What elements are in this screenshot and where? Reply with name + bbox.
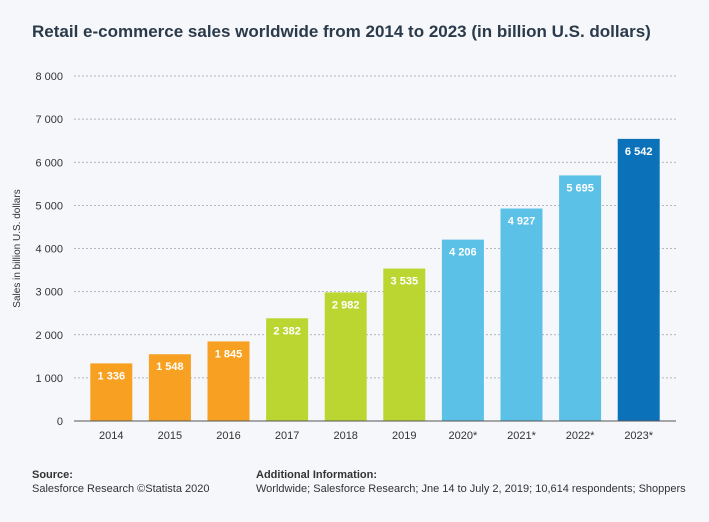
bar [207,341,250,421]
y-tick-label: 7 000 [35,114,63,126]
bar-value-label: 1 336 [98,370,126,382]
y-tick-label: 2 000 [35,330,63,342]
x-tick-label: 2016 [216,430,240,442]
bar [383,268,426,421]
bar-value-label: 2 982 [332,299,360,311]
bar [148,354,191,421]
bar-value-label: 6 542 [625,146,653,158]
additional-info-block: Additional Information: Worldwide; Sales… [256,468,686,496]
x-tick-label: 2023* [624,430,653,442]
x-tick-label: 2014 [99,430,123,442]
y-tick-label: 4 000 [35,244,63,256]
y-tick-label: 0 [57,416,63,428]
y-tick-label: 1 000 [35,373,63,385]
y-tick-label: 5 000 [35,200,63,212]
y-tick-label: 8 000 [35,71,63,83]
y-tick-label: 6 000 [35,157,63,169]
bar [90,363,133,421]
bar-chart: 0 1 000 2 000 3 000 4 000 5 000 6 000 7 000 8 00… [12,71,676,442]
y-axis-label: Sales in billion U.S. dollars [12,189,23,307]
x-tick-label: 2017 [275,430,299,442]
bar-value-label: 4 206 [449,247,477,259]
x-tick-label: 2021* [507,430,536,442]
source-block: Source: Salesforce Research ©Statista 20… [32,468,209,496]
x-tick-label: 2020* [449,430,478,442]
source-text: Salesforce Research ©Statista 2020 [32,483,210,495]
bar-value-label: 3 535 [391,276,419,288]
x-tick-label: 2022* [566,430,595,442]
bar-value-label: 2 382 [273,325,301,337]
bar [324,292,367,421]
bar [500,208,543,421]
x-tick-label: 2018 [333,430,357,442]
bar-value-label: 1 845 [215,348,243,360]
bar [441,239,484,421]
bar-value-label: 4 927 [508,216,536,228]
chart-title: Retail e-commerce sales worldwide from 2… [32,22,651,41]
x-tick-label: 2015 [158,430,182,442]
y-tick-label: 3 000 [35,287,63,299]
bar [559,175,602,421]
bar [266,318,309,421]
bar [617,138,660,421]
x-tick-label: 2019 [392,430,416,442]
source-heading: Source: [32,469,73,481]
info-heading: Additional Information: [256,469,377,481]
info-text: Worldwide; Salesforce Research; Jne 14 t… [256,483,686,495]
bar-value-label: 1 548 [156,361,184,373]
bar-value-label: 5 695 [566,182,594,194]
